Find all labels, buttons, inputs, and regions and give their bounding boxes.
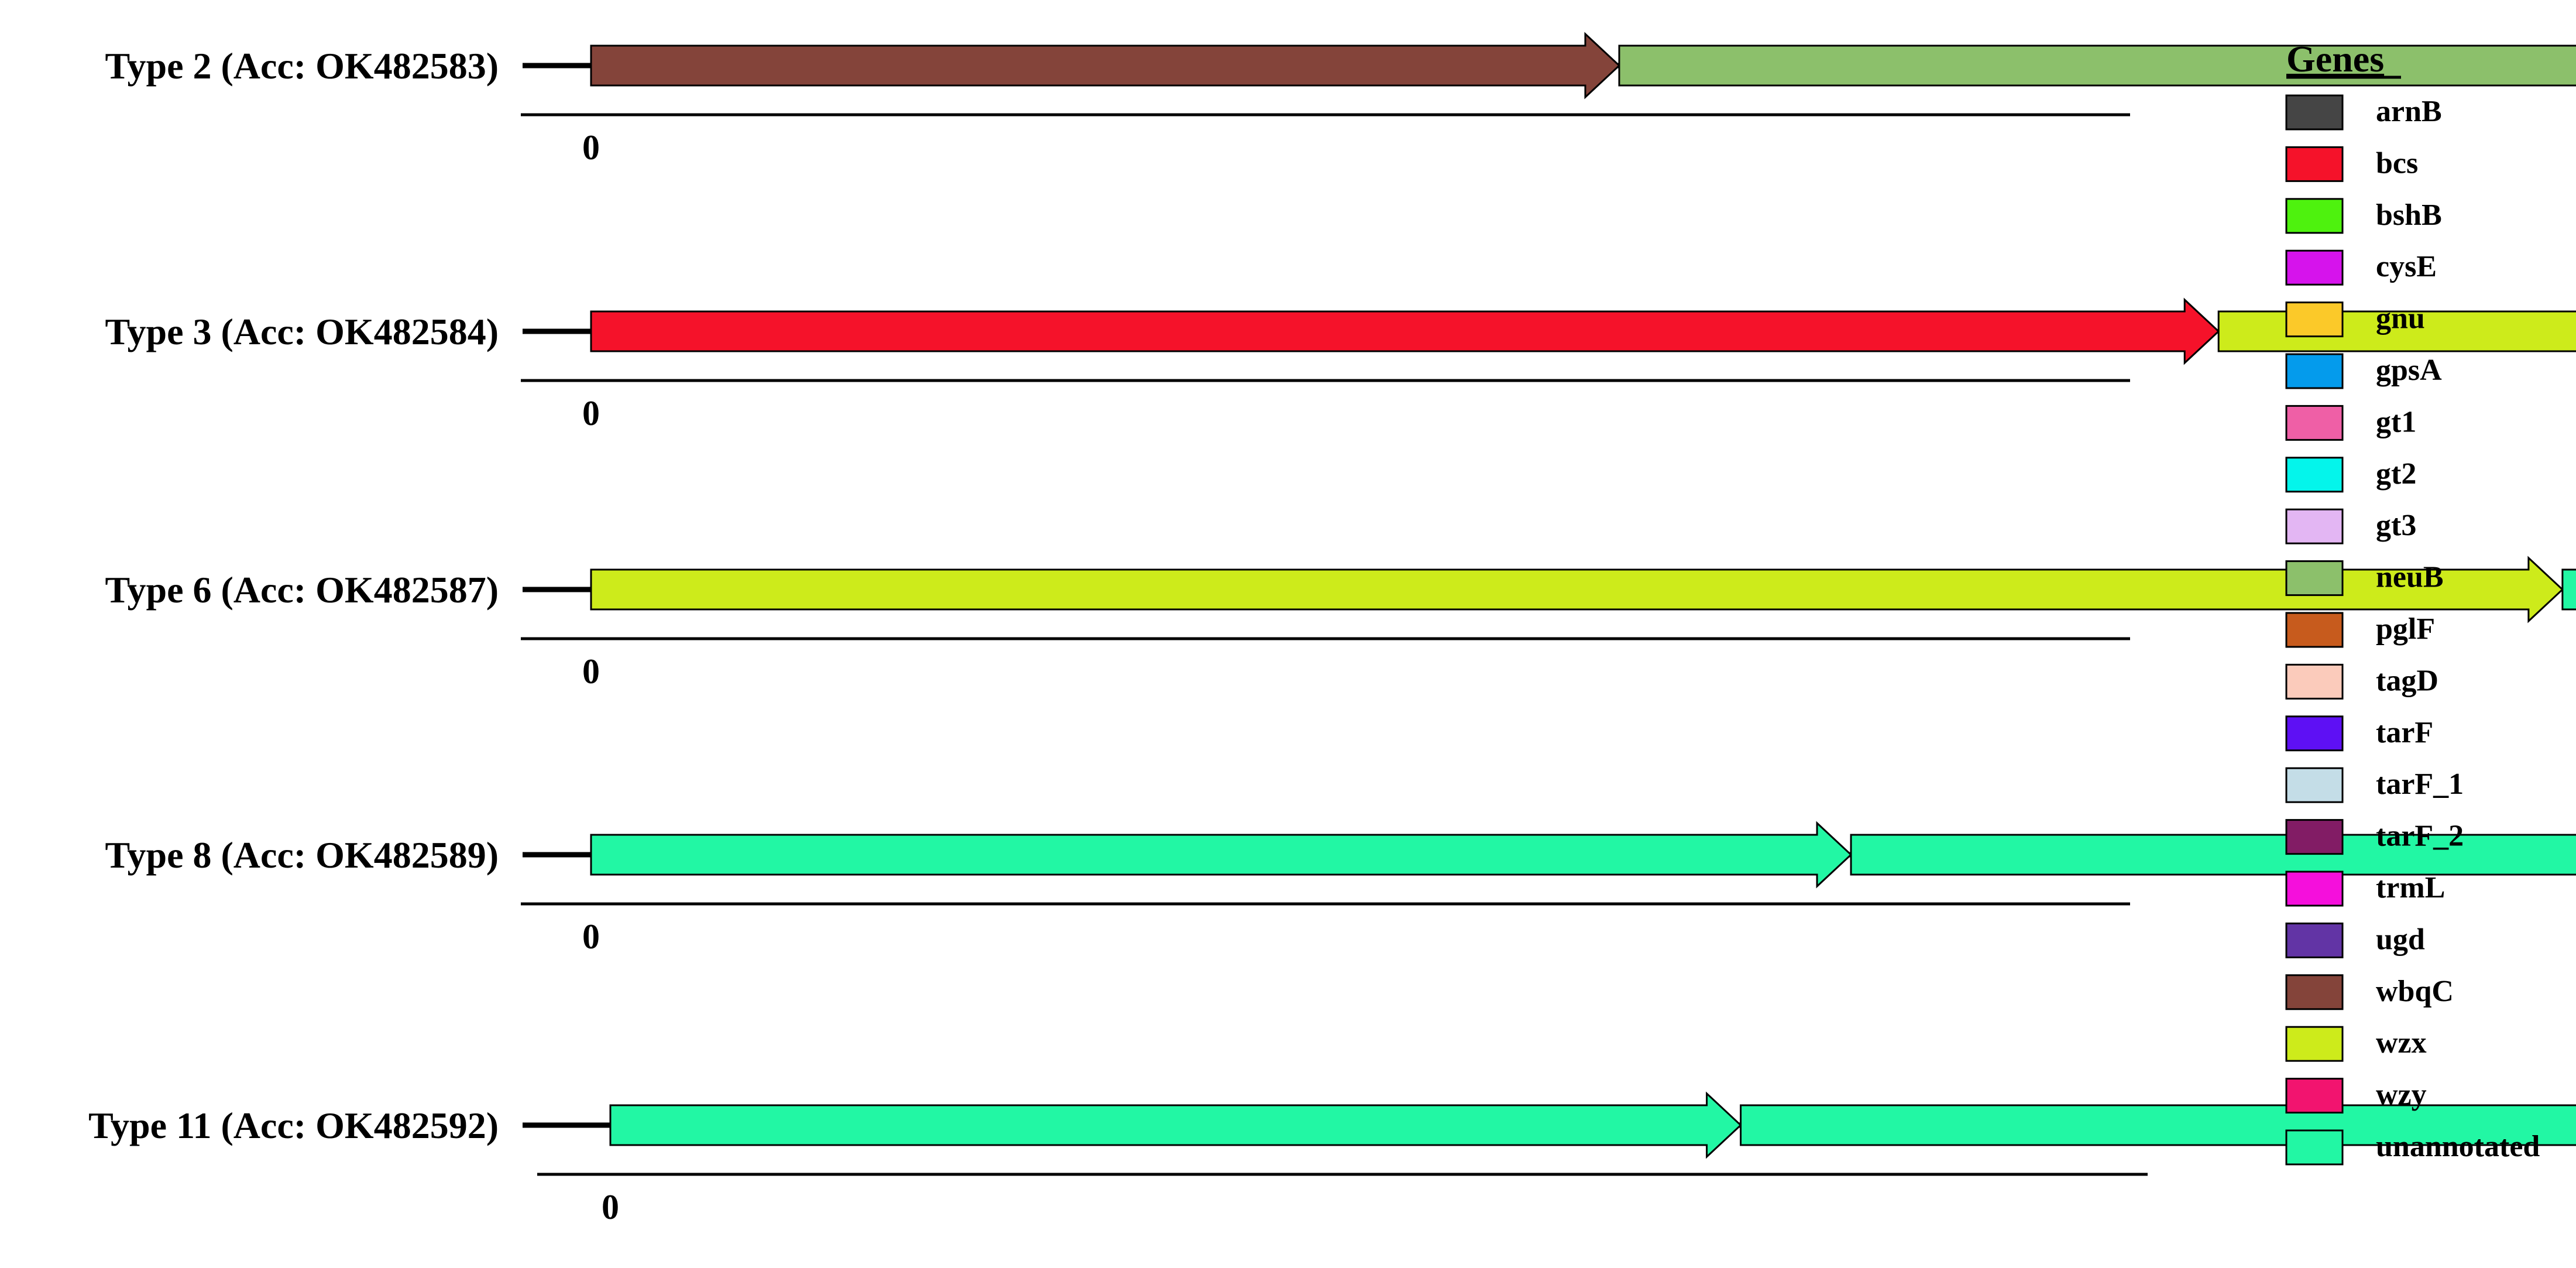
gene-legend: Genes arnB bcs bshB cysE gnu gpsA gt1 gt2 gt3 neu… — [2285, 38, 2540, 1166]
legend-item-wzx: wzx — [2285, 1026, 2427, 1062]
track-type-5: Type 11 (Acc: OK482592)0500010,00015,000 — [88, 1091, 2576, 1226]
legend-item-wbqC: wbqC — [2285, 974, 2454, 1010]
legend-swatch — [2285, 249, 2344, 286]
legend-swatch — [2285, 94, 2344, 131]
legend-swatch — [2285, 612, 2344, 648]
legend-label: gt3 — [2376, 509, 2416, 542]
legend-swatch — [2285, 715, 2344, 752]
legend-label: bcs — [2376, 146, 2418, 180]
legend-swatch — [2285, 1078, 2344, 1114]
legend-item-gnu: gnu — [2285, 301, 2425, 338]
legend-swatch — [2285, 301, 2344, 338]
legend-title: Genes — [2286, 38, 2384, 80]
legend-label: unannotated — [2376, 1130, 2540, 1163]
gene-tracks: Type 2 (Acc: OK482583)04000800012,000Typ… — [88, 32, 2576, 1226]
legend-label: gt1 — [2376, 405, 2416, 438]
gene-arrow-bcs — [590, 297, 2220, 365]
legend-label: tarF_1 — [2376, 767, 2464, 801]
legend-swatch — [2285, 1129, 2344, 1166]
track-type-1: Type 2 (Acc: OK482583)04000800012,000 — [105, 32, 2576, 167]
legend-item-cysE: cysE — [2285, 249, 2437, 286]
axis-tick-label: 0 — [582, 394, 600, 433]
gene-arrow-unannotated — [609, 1091, 1742, 1159]
legend-swatch — [2285, 663, 2344, 700]
track-label: Type 8 (Acc: OK482589) — [105, 834, 499, 876]
legend-label: wbqC — [2376, 975, 2454, 1008]
legend-label: neuB — [2376, 561, 2444, 594]
track-label: Type 3 (Acc: OK482584) — [105, 311, 499, 352]
gene-arrow-wbqC — [590, 32, 1621, 100]
legend-swatch — [2285, 819, 2344, 855]
gene-arrow-unannotated — [2561, 568, 2576, 611]
legend-item-gpsA: gpsA — [2285, 353, 2442, 389]
legend-item-neuB: neuB — [2285, 560, 2444, 597]
legend-label: trmL — [2376, 871, 2445, 904]
legend-swatch — [2285, 871, 2344, 907]
legend-swatch — [2285, 767, 2344, 803]
gene-arrow-wzx — [590, 556, 2564, 623]
track-label: Type 6 (Acc: OK482587) — [105, 569, 499, 611]
gene-arrow-unannotated — [590, 821, 1853, 889]
legend-item-wzy: wzy — [2285, 1078, 2427, 1114]
legend-label: gpsA — [2376, 354, 2442, 387]
legend-swatch — [2285, 353, 2344, 389]
track-label: Type 2 (Acc: OK482583) — [105, 45, 499, 87]
legend-swatch — [2285, 560, 2344, 597]
legend-item-bcs: bcs — [2285, 146, 2418, 182]
legend-label: arnB — [2376, 95, 2442, 128]
track-label: Type 11 (Acc: OK482592) — [88, 1105, 499, 1146]
legend-item-unannotated: unannotated — [2285, 1129, 2540, 1166]
legend-label: tagD — [2376, 664, 2438, 697]
gene-arrow-unannotated — [1850, 834, 2576, 876]
legend-item-tarF: tarF — [2285, 715, 2433, 752]
axis-tick-label: 0 — [582, 917, 600, 956]
axis-tick-label: 0 — [602, 1188, 619, 1226]
gene-arrow-unannotated — [1740, 1104, 2576, 1146]
legend-swatch — [2285, 405, 2344, 441]
track-type-2: Type 3 (Acc: OK482584)025005000750010,00… — [105, 297, 2576, 433]
legend-item-gt1: gt1 — [2285, 405, 2416, 441]
legend-swatch — [2285, 508, 2344, 544]
legend-label: cysE — [2376, 250, 2437, 283]
legend-swatch — [2285, 457, 2344, 493]
legend-swatch — [2285, 1026, 2344, 1062]
axis-tick-label: 0 — [582, 652, 600, 691]
legend-label: tarF_2 — [2376, 820, 2464, 853]
track-type-3: Type 6 (Acc: OK482587)0500010,000 — [105, 556, 2576, 691]
axis-tick-label: 0 — [582, 128, 600, 167]
legend-item-tarF_2: tarF_2 — [2285, 819, 2464, 855]
legend-swatch — [2285, 974, 2344, 1010]
legend-swatch — [2285, 198, 2344, 234]
legend-item-tarF_1: tarF_1 — [2285, 767, 2464, 803]
legend-label: bshB — [2376, 198, 2442, 232]
legend-swatch — [2285, 146, 2344, 182]
legend-item-bshB: bshB — [2285, 198, 2442, 234]
legend-item-tagD: tagD — [2285, 663, 2438, 700]
track-type-4: Type 8 (Acc: OK482589)0500010,000 — [105, 821, 2576, 956]
legend-label: pglF — [2376, 612, 2435, 646]
legend-items: arnB bcs bshB cysE gnu gpsA gt1 gt2 gt3 neuB pglF t… — [2285, 94, 2540, 1166]
legend-item-ugd: ugd — [2285, 922, 2425, 958]
legend-item-pglF: pglF — [2285, 612, 2435, 648]
legend-label: wzy — [2376, 1078, 2427, 1112]
legend-item-trmL: trmL — [2285, 871, 2445, 907]
legend-item-gt2: gt2 — [2285, 457, 2416, 493]
legend-label: ugd — [2376, 923, 2425, 956]
legend-label: gt2 — [2376, 457, 2416, 491]
legend-item-arnB: arnB — [2285, 94, 2442, 131]
legend-label: wzx — [2376, 1026, 2427, 1060]
gene-arrow-neuB — [1618, 44, 2576, 87]
legend-label: gnu — [2376, 302, 2425, 335]
legend-item-gt3: gt3 — [2285, 508, 2416, 544]
legend-swatch — [2285, 922, 2344, 958]
legend-label: tarF — [2376, 716, 2433, 749]
